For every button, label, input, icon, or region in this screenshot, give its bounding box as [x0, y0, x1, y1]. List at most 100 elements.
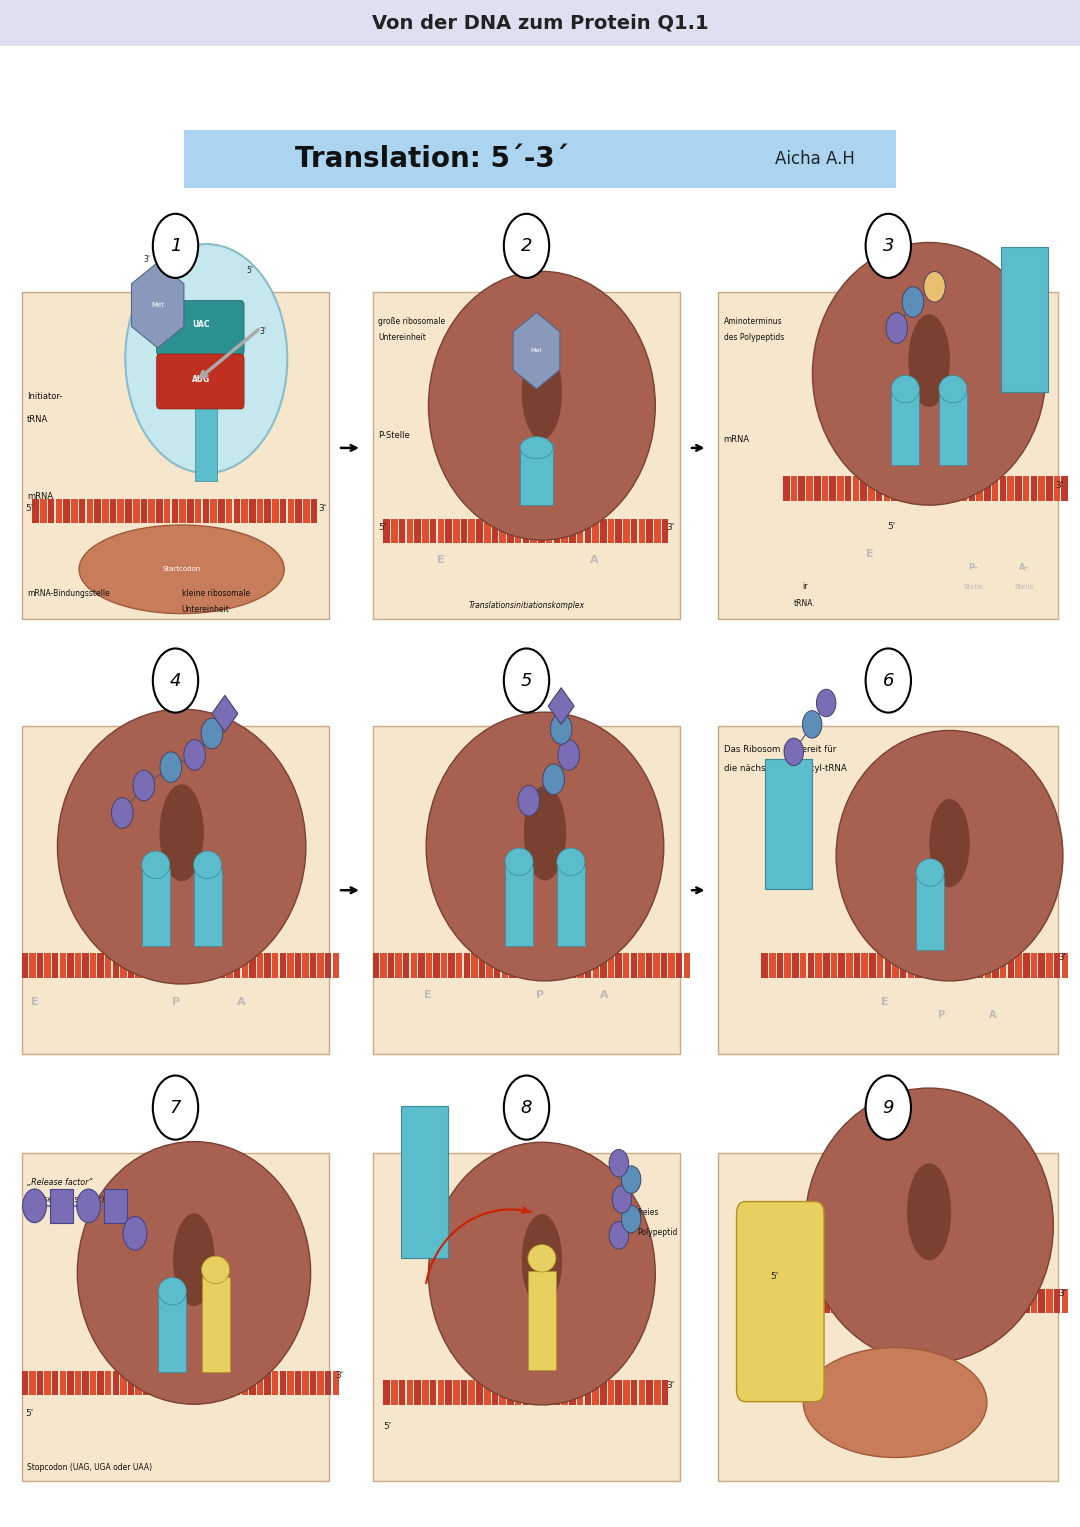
Bar: [463, 953, 470, 977]
Bar: [50, 1190, 73, 1223]
Bar: [184, 130, 896, 188]
Bar: [437, 1380, 444, 1405]
Bar: [1047, 476, 1053, 501]
Bar: [961, 476, 968, 501]
Bar: [295, 1371, 301, 1396]
Bar: [159, 1296, 187, 1373]
Bar: [287, 1371, 294, 1396]
Text: (Freisetzungsfaktor): (Freisetzungsfaktor): [27, 1194, 105, 1203]
Bar: [180, 1371, 187, 1396]
Bar: [993, 1289, 999, 1313]
Bar: [280, 953, 286, 977]
Bar: [638, 519, 645, 544]
Bar: [869, 1289, 876, 1313]
Bar: [453, 1380, 460, 1405]
Text: 5': 5': [770, 1272, 779, 1281]
Bar: [94, 499, 100, 524]
Bar: [869, 953, 876, 977]
Text: kleine ribosomale: kleine ribosomale: [181, 589, 249, 597]
Bar: [79, 499, 85, 524]
Text: die nächste Aminoacyl-tRNA: die nächste Aminoacyl-tRNA: [724, 765, 847, 774]
Bar: [242, 1371, 248, 1396]
Text: 4: 4: [170, 672, 181, 690]
Bar: [718, 1153, 1058, 1481]
Bar: [52, 1371, 58, 1396]
Bar: [523, 519, 529, 544]
Bar: [946, 1289, 953, 1313]
Text: Stopcodon (UAG, UGA oder UAA): Stopcodon (UAG, UGA oder UAA): [27, 1463, 152, 1472]
Bar: [800, 1289, 807, 1313]
Bar: [931, 1289, 937, 1313]
Bar: [418, 953, 424, 977]
Circle shape: [866, 649, 912, 713]
Ellipse shape: [174, 1214, 214, 1306]
Circle shape: [111, 797, 133, 828]
Ellipse shape: [930, 799, 970, 887]
Text: P-: P-: [969, 562, 978, 571]
Bar: [939, 1289, 945, 1313]
Bar: [67, 1371, 73, 1396]
Bar: [441, 953, 447, 977]
Bar: [631, 1380, 637, 1405]
Ellipse shape: [78, 1142, 311, 1405]
Circle shape: [160, 751, 181, 782]
Text: Das Ribosom ist bereit für: Das Ribosom ist bereit für: [724, 745, 836, 754]
Bar: [150, 953, 157, 977]
Circle shape: [902, 287, 923, 318]
Text: E: E: [866, 548, 874, 559]
Ellipse shape: [528, 1245, 556, 1272]
Bar: [1008, 476, 1014, 501]
Bar: [608, 1380, 615, 1405]
Bar: [555, 953, 562, 977]
Text: 1: 1: [170, 237, 181, 255]
Bar: [1015, 953, 1022, 977]
Ellipse shape: [812, 243, 1045, 505]
Bar: [135, 1371, 141, 1396]
Bar: [862, 1289, 868, 1313]
Bar: [22, 1371, 28, 1396]
Bar: [380, 953, 387, 977]
Text: E: E: [436, 556, 444, 565]
Text: UAC: UAC: [192, 321, 210, 330]
Bar: [471, 953, 477, 977]
Ellipse shape: [141, 851, 170, 878]
Bar: [784, 1289, 791, 1313]
Bar: [922, 476, 929, 501]
Bar: [662, 1380, 669, 1405]
Bar: [102, 499, 109, 524]
Bar: [939, 953, 945, 977]
Text: große ribosomale: große ribosomale: [378, 316, 445, 325]
Bar: [373, 727, 680, 1054]
Ellipse shape: [159, 1278, 187, 1306]
Bar: [977, 953, 984, 977]
Bar: [415, 1380, 421, 1405]
Bar: [90, 953, 96, 977]
Bar: [197, 1371, 203, 1396]
Bar: [1038, 476, 1044, 501]
Bar: [654, 519, 661, 544]
Bar: [761, 953, 768, 977]
Bar: [422, 1380, 429, 1405]
Text: A-: A-: [1020, 562, 1029, 571]
Bar: [218, 499, 225, 524]
Bar: [333, 953, 339, 977]
Ellipse shape: [57, 709, 306, 983]
Bar: [1008, 953, 1014, 977]
Bar: [646, 953, 652, 977]
Text: „Release factor“: „Release factor“: [27, 1179, 93, 1188]
Ellipse shape: [427, 712, 664, 980]
Bar: [179, 499, 186, 524]
Bar: [64, 499, 70, 524]
Bar: [410, 953, 417, 977]
Text: 3': 3': [666, 524, 675, 533]
Bar: [523, 1380, 529, 1405]
Text: P: P: [937, 1009, 944, 1020]
Bar: [669, 953, 675, 977]
Bar: [401, 1106, 448, 1258]
Bar: [508, 519, 514, 544]
Text: 3': 3': [1058, 1289, 1067, 1298]
Bar: [125, 499, 132, 524]
Bar: [631, 519, 637, 544]
Bar: [915, 476, 921, 501]
Text: tRNA: tRNA: [27, 415, 49, 425]
